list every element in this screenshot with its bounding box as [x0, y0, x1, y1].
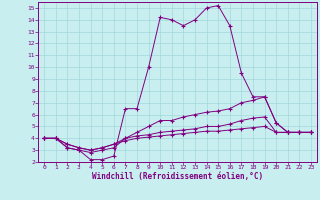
X-axis label: Windchill (Refroidissement éolien,°C): Windchill (Refroidissement éolien,°C) — [92, 172, 263, 181]
